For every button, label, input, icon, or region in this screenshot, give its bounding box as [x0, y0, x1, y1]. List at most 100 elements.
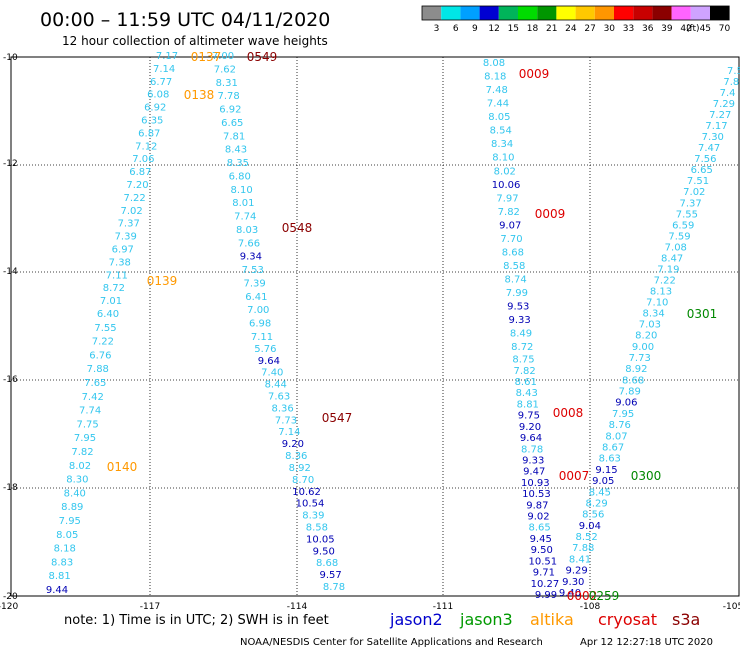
- wave-height-value: 8.34: [642, 309, 664, 320]
- wave-height-value: 7.02: [683, 187, 705, 198]
- wave-height-value: 7.82: [498, 207, 520, 218]
- wave-height-value: 9.30: [562, 577, 584, 588]
- legend-swatch: [575, 6, 595, 20]
- lon-label: -120: [0, 602, 18, 612]
- wave-height-value: 7.95: [59, 516, 81, 527]
- wave-height-value: 6.40: [97, 309, 119, 320]
- wave-height-value: 7.19: [657, 264, 679, 275]
- legend-swatch: [614, 6, 634, 20]
- wave-height-value: 7.55: [94, 323, 116, 334]
- wave-height-value: 8.72: [511, 342, 533, 353]
- wave-height-value: 8.44: [265, 380, 287, 391]
- wave-height-value: 6.65: [221, 118, 243, 129]
- pass-time-label: 0301: [687, 307, 718, 321]
- wave-height-value: 8.81: [517, 399, 539, 410]
- track-time-labels: 0137 0138 0139 0140 0549 0548 0547 0009 0009 0008…: [107, 50, 718, 603]
- wave-height-value: 8.81: [48, 571, 70, 582]
- wave-height-value: 6.97: [112, 245, 134, 256]
- wave-height-value: 7.39: [243, 279, 265, 290]
- wave-height-value: 8.76: [609, 420, 631, 431]
- legend-bin-label: 21: [546, 24, 557, 34]
- wave-height-value: 9.07: [499, 220, 521, 231]
- wave-height-value: 7.42: [82, 392, 104, 403]
- wave-height-value: 6.77: [150, 77, 172, 88]
- map-subtitle: 12 hour collection of altimeter wave hei…: [62, 34, 328, 48]
- legend-bin-label: 45: [700, 24, 711, 34]
- pass-time-label: 0138: [184, 88, 215, 102]
- wave-height-value: 8.75: [512, 355, 534, 366]
- wave-height-value: 8.43: [516, 388, 538, 399]
- footer-note: note: 1) Time is in UTC; 2) SWH is in fe…: [64, 613, 329, 628]
- wave-height-value: 10.51: [528, 556, 557, 567]
- wave-height-value: 8.92: [625, 364, 647, 375]
- wave-height-value: 8.43: [225, 145, 247, 156]
- pass-time-label: 0008: [553, 406, 584, 420]
- legend-swatch: [460, 6, 480, 20]
- pass-time-label: 0140: [107, 460, 138, 474]
- wave-height-value: 8.39: [302, 511, 324, 522]
- pass-time-label: 0549: [247, 50, 278, 64]
- wave-height-value: 8.35: [227, 158, 249, 169]
- lon-label: -117: [140, 602, 160, 612]
- wave-height-value: 9.64: [520, 433, 542, 444]
- wave-height-value: 7.11: [251, 332, 273, 343]
- wave-height-value: 6.87: [138, 128, 160, 139]
- wave-height-value: 9.34: [240, 252, 262, 263]
- wave-height-value: 8.68: [502, 248, 524, 259]
- legend-bin-label: 3: [434, 24, 440, 34]
- wave-height-value: 6.80: [229, 171, 251, 182]
- wave-height-value: 8.49: [510, 329, 532, 340]
- wave-height-value: 8.78: [521, 444, 543, 455]
- wave-height-value: 8.07: [605, 431, 627, 442]
- wave-height-value: 7.8: [723, 77, 739, 88]
- legend-bin-label: 70: [719, 24, 731, 34]
- wave-height-value: 7.11: [106, 270, 128, 281]
- legend-bin-label: 33: [623, 24, 634, 34]
- wave-height-value: 8.18: [484, 72, 506, 83]
- wave-height-value: 7.02: [120, 206, 142, 217]
- legend-bin-label: 39: [661, 24, 673, 34]
- wave-height-value: 8.58: [306, 523, 328, 534]
- wave-height-value: 5.76: [254, 344, 276, 355]
- wave-height-value: 7.08: [665, 242, 687, 253]
- satellite-legend: jason2 jason3 altika cryosat s3a: [389, 610, 700, 629]
- wave-height-value: 7.39: [115, 232, 137, 243]
- legend-swatch: [652, 6, 672, 20]
- lon-label: -105: [723, 602, 740, 612]
- pass-time-label: 0002: [567, 589, 598, 603]
- wave-height-value: 8.45: [589, 487, 611, 498]
- wave-height-value: 9.44: [46, 585, 68, 596]
- wave-height-value: 7.89: [619, 387, 641, 398]
- wave-height-value: 7.88: [87, 364, 109, 375]
- color-scale-legend: 3 6 9 12 15 18 21 24 27 30 33 36 39 42 45 70: [421, 5, 731, 34]
- wave-height-value: 8.61: [515, 377, 537, 388]
- wave-height-value: 6.41: [245, 292, 267, 303]
- wave-height-value: 6.92: [144, 103, 166, 114]
- footer-credit: NOAA/NESDIS Center for Satellite Applica…: [240, 637, 543, 648]
- wave-height-value: 9.50: [531, 545, 553, 556]
- legend-swatch: [594, 6, 614, 20]
- wave-height-value: 8.92: [289, 463, 311, 474]
- wave-height-value: 8.36: [285, 451, 307, 462]
- wave-height-value: 9.02: [527, 512, 549, 523]
- legend-bin-label: 24: [565, 24, 577, 34]
- wave-height-value: 7.22: [123, 193, 145, 204]
- footer-timestamp: Apr 12 12:27:18 UTC 2020: [580, 637, 713, 648]
- pass-time-label: 0009: [535, 207, 566, 221]
- legend-swatch: [690, 6, 710, 20]
- wave-height-value: 9.50: [313, 546, 335, 557]
- wave-height-value: 10.06: [492, 180, 521, 191]
- legend-bin-label: 27: [584, 24, 595, 34]
- wave-height-value: 8.41: [569, 554, 591, 565]
- wave-height-value: 8.18: [54, 544, 76, 555]
- wave-height-value: 8.47: [661, 253, 683, 264]
- wave-height-value: 6.76: [89, 350, 111, 361]
- wave-height-value: 7.10: [646, 297, 668, 308]
- satellite-name: cryosat: [598, 610, 657, 629]
- legend-unit-label: (ft): [686, 24, 700, 34]
- wave-height-value: 9.53: [507, 302, 529, 313]
- wave-height-value: 7.00: [247, 305, 269, 316]
- lat-label: -16: [3, 375, 18, 385]
- lon-label: -114: [287, 602, 308, 612]
